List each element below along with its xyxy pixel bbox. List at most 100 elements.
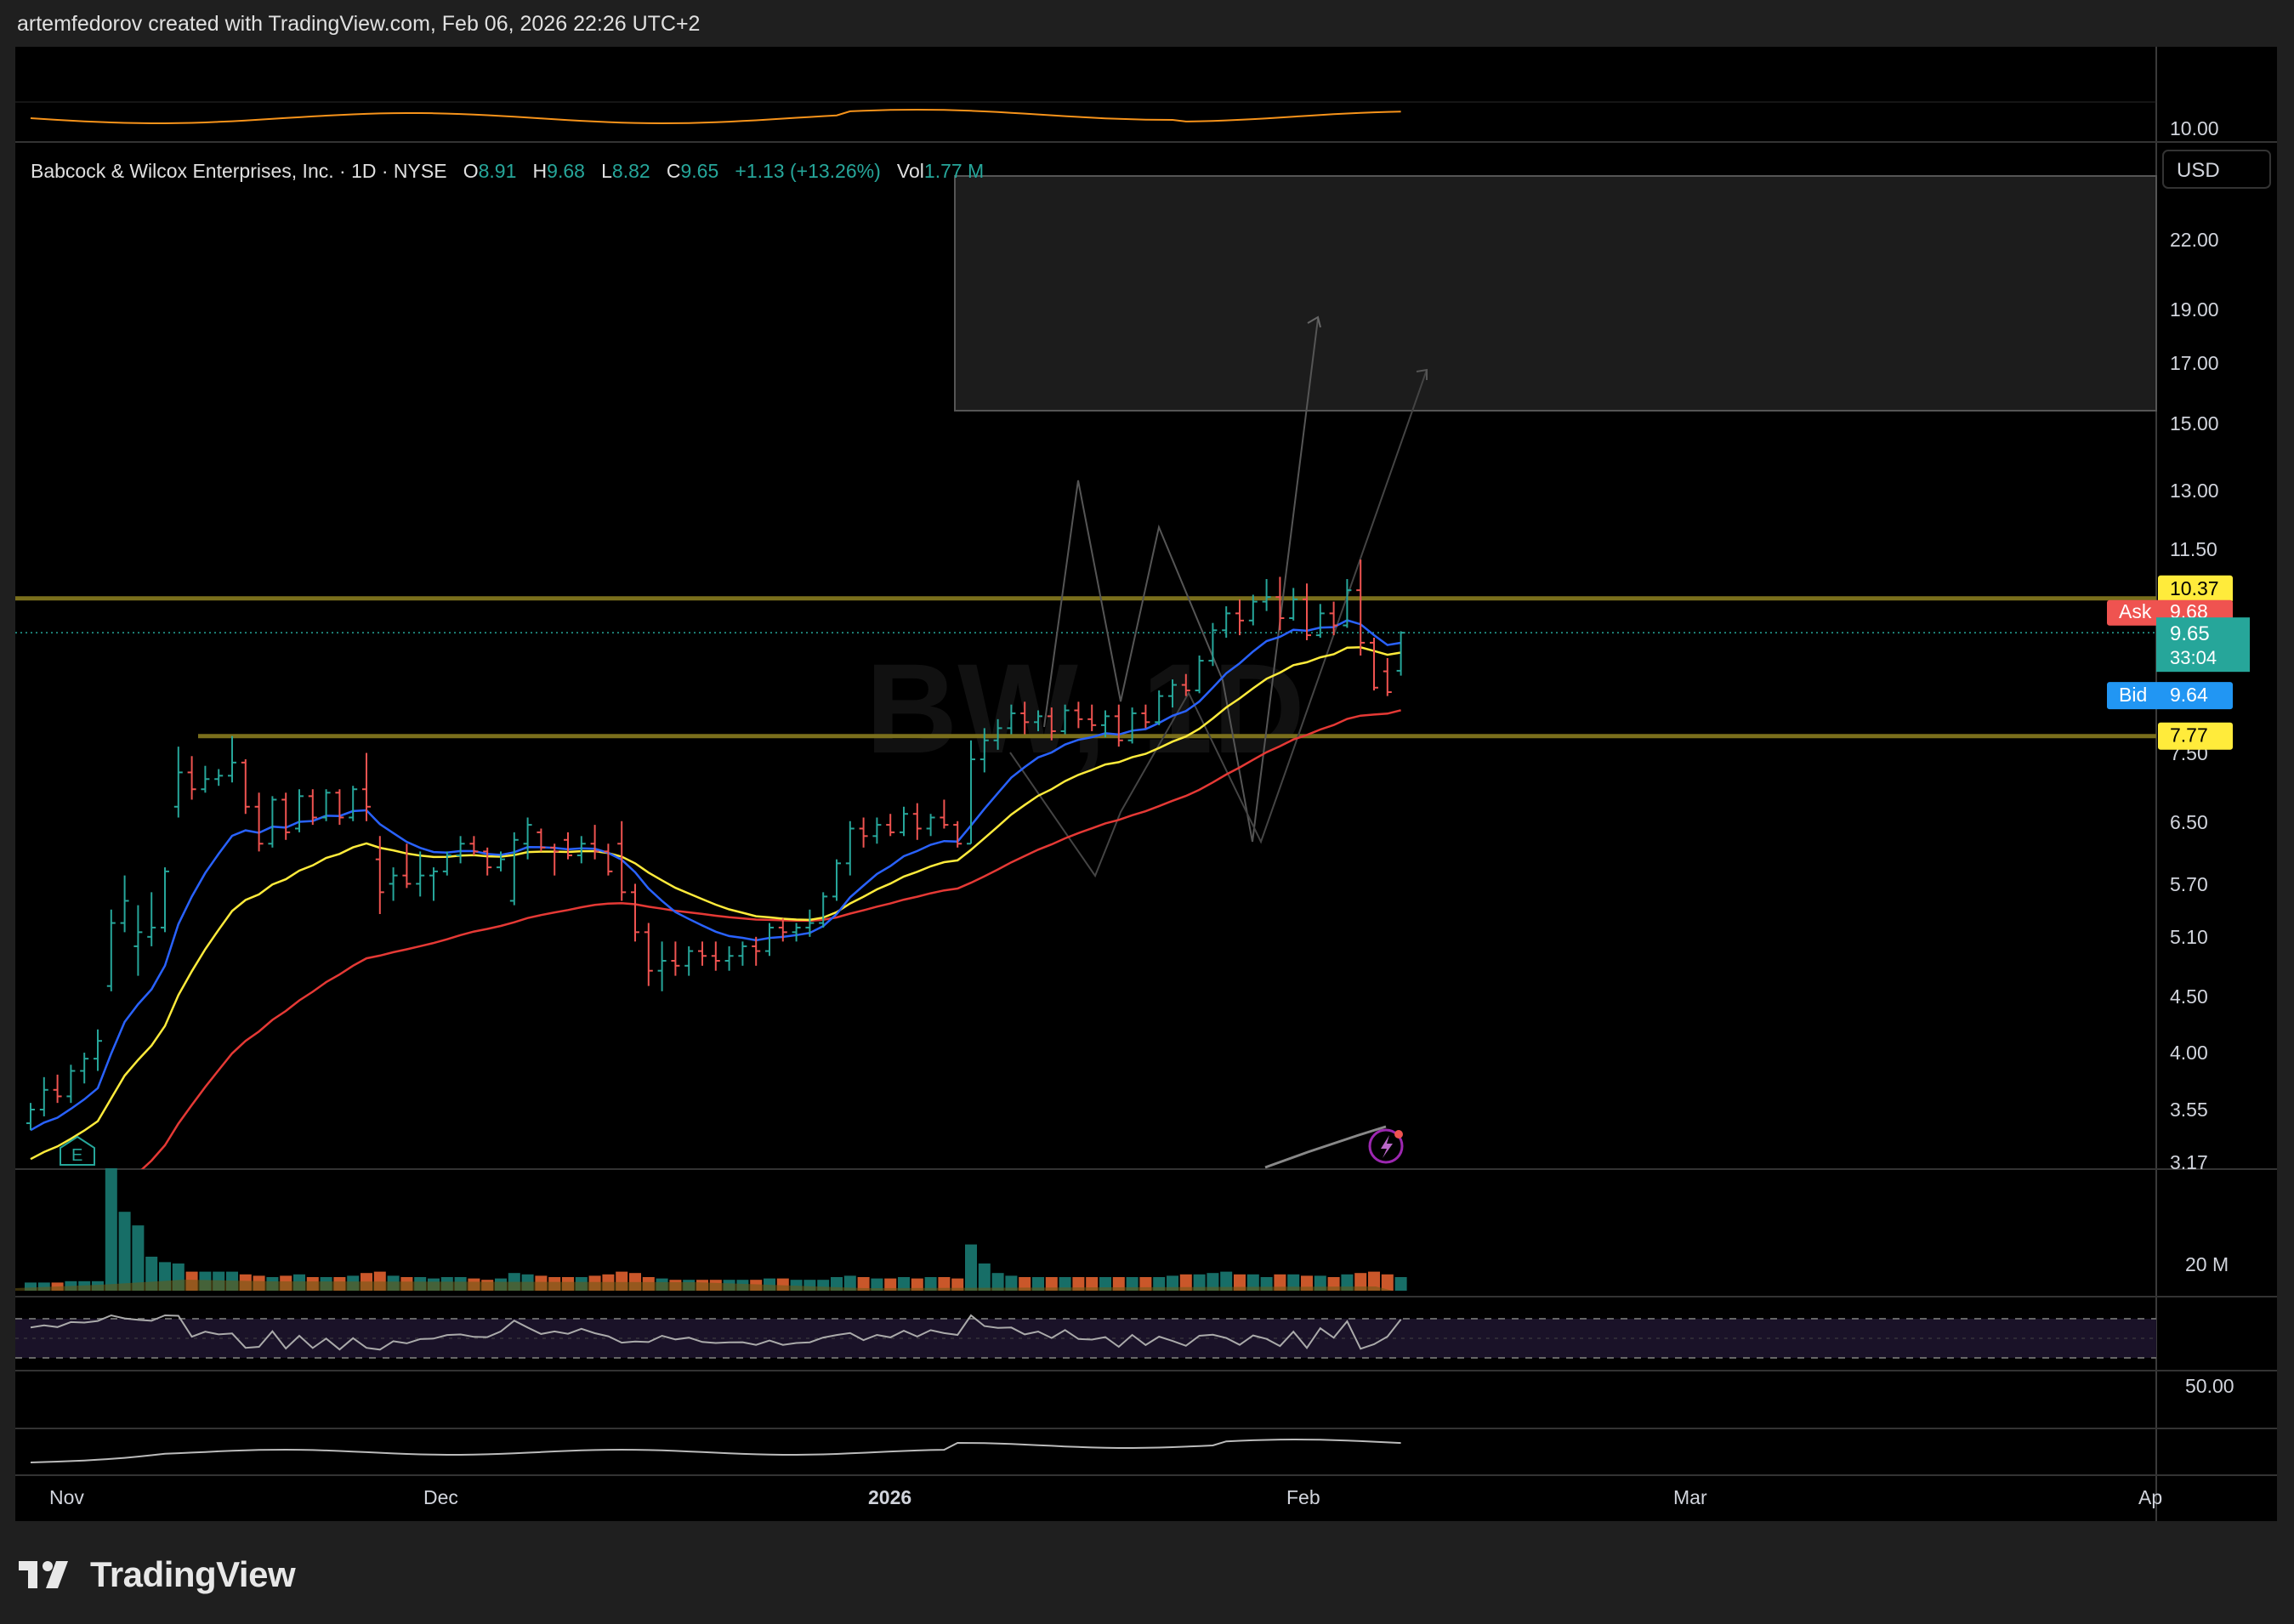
ohlc-bar — [604, 843, 613, 876]
path-projection-1 — [1043, 318, 1319, 843]
volume-bar — [951, 1278, 964, 1291]
tradingview-logo[interactable]: TradingView — [19, 1554, 296, 1595]
ohlc-bar — [295, 789, 304, 832]
symbol-legend: Babcock & Wilcox Enterprises, Inc. · 1D … — [31, 160, 985, 182]
volume-bar — [1246, 1274, 1259, 1291]
ohlc-bar — [173, 747, 183, 818]
last-price-bg — [2156, 617, 2250, 673]
volume-bar — [1019, 1277, 1031, 1291]
ohlc-bar — [1329, 601, 1338, 636]
volume-bar — [1005, 1275, 1018, 1291]
volume-bar — [965, 1244, 977, 1291]
price-tick: 3.55 — [2170, 1099, 2208, 1121]
ohlc-bar — [66, 1065, 76, 1104]
time-tick: Ap — [2138, 1486, 2162, 1508]
rsi-tick: 50.00 — [2185, 1375, 2234, 1397]
ohlc-bar — [684, 945, 694, 976]
volume-bar — [37, 1282, 50, 1291]
price-tick: 11.50 — [2170, 538, 2217, 560]
volume-bar — [1193, 1274, 1206, 1291]
ohlc-bar — [1396, 631, 1405, 676]
volume-bar — [924, 1277, 937, 1291]
volume-bar — [1072, 1277, 1085, 1291]
volume-bar — [1368, 1271, 1380, 1291]
earnings-icon-letter: E — [71, 1146, 82, 1165]
rsi-line — [30, 1314, 1402, 1351]
volume-bar — [938, 1277, 951, 1291]
ohlc-bar — [429, 867, 438, 901]
ohlc-bar — [1074, 701, 1083, 729]
bid-tag: Bid — [2119, 684, 2147, 706]
volume-bar — [1354, 1273, 1367, 1291]
last-price-label: 9.65 — [2170, 622, 2210, 645]
ohlc-bar — [1060, 704, 1070, 735]
support-price-label-bg — [2158, 722, 2233, 750]
volume-bar — [105, 1168, 117, 1291]
ohlc-bar — [1195, 655, 1204, 694]
volume-bar — [132, 1225, 145, 1291]
ohlc-bar — [886, 814, 895, 837]
price-tick: 6.50 — [2170, 811, 2208, 833]
flash-alert-icon — [1368, 1128, 1404, 1164]
ohlc-bar — [671, 941, 680, 976]
chart-frame[interactable]: 10.00 BW, 1D E 22.00 19.00 17.00 15.00 13.00 11.… — [15, 47, 2277, 1521]
chart-canvas[interactable]: 10.00 BW, 1D E 22.00 19.00 17.00 15.00 13.00 11.… — [15, 47, 2277, 1521]
volume-bar — [1179, 1274, 1192, 1291]
ohlc-bar — [241, 759, 250, 815]
legend-open: 8.91 — [478, 160, 517, 182]
ohlc-bar — [819, 892, 828, 928]
ohlc-bar — [120, 875, 129, 933]
ohlc-bar — [1383, 658, 1392, 696]
ohlc-bar — [1034, 710, 1042, 731]
ohlc-bar — [805, 909, 815, 937]
ohlc-bar — [214, 769, 224, 786]
ohlc-bar — [1141, 704, 1150, 729]
price-tick: 4.00 — [2170, 1042, 2208, 1064]
ohlc-bar — [953, 821, 962, 848]
path-projection-2 — [1009, 369, 1428, 878]
ohlc-bar — [362, 752, 371, 821]
legend-high: 9.68 — [547, 160, 585, 182]
volume-bar — [1274, 1274, 1286, 1291]
ohlc-bar — [509, 832, 519, 906]
ohlc-bar — [752, 936, 761, 966]
ohlc-bar — [967, 740, 975, 845]
ohlc-bar — [900, 806, 908, 837]
price-tick: 15.00 — [2170, 412, 2219, 434]
time-tick: Mar — [1673, 1486, 1707, 1508]
ohlc-bar — [564, 832, 572, 860]
ohlc-bar — [550, 843, 559, 876]
ohlc-bar — [631, 883, 639, 942]
ohlc-bar — [845, 821, 855, 876]
ohlc-bar — [590, 825, 599, 860]
ohlc-bar — [698, 941, 707, 966]
ohlc-bar — [1315, 604, 1325, 639]
volume-bar — [1381, 1274, 1394, 1291]
ohlc-bar — [1020, 701, 1030, 735]
flash-alert-bolt — [1381, 1135, 1393, 1158]
volume-bar — [1220, 1271, 1233, 1291]
ohlc-bar — [26, 1103, 35, 1131]
volume-bar — [1059, 1277, 1071, 1291]
ohlc-bar — [228, 735, 236, 783]
ohlc-bar — [1370, 638, 1378, 691]
rsi-band — [15, 1319, 2156, 1358]
volume-bar — [1167, 1275, 1178, 1291]
price-tick: 22.00 — [2170, 229, 2219, 251]
watermark: BW, 1D — [866, 637, 1305, 780]
ohlc-bar — [576, 836, 586, 864]
tradingview-logo-icon — [19, 1561, 68, 1588]
volume-bar — [1394, 1277, 1407, 1291]
volume-bar — [871, 1278, 883, 1291]
ohlc-bar — [469, 836, 479, 856]
ohlc-bar — [201, 765, 210, 793]
top-oscillator-line — [30, 108, 1401, 125]
ohlc-bar — [321, 789, 331, 821]
volume-bar — [1086, 1277, 1099, 1291]
ohlc-bar — [1343, 579, 1352, 628]
ohlc-bar — [402, 843, 412, 889]
ohlc-bar — [1087, 704, 1097, 731]
ohlc-bar — [268, 796, 277, 848]
ohlc-bar — [254, 792, 264, 852]
ohlc-bar — [1235, 599, 1244, 636]
